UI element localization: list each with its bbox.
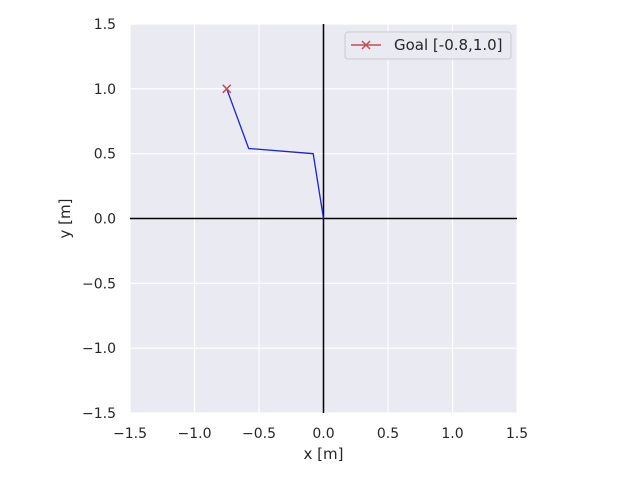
x-tick-label: 1.0 — [441, 426, 463, 442]
x-tick-label: 0.5 — [377, 426, 399, 442]
y-tick-labels: −1.5 −1.0 −0.5 0.0 0.5 1.0 1.5 — [82, 17, 116, 422]
arm-links-line — [226, 88, 325, 219]
x-tick-label: 1.5 — [506, 426, 528, 442]
y-tick-label: 1.0 — [94, 82, 116, 98]
x-tick-labels: −1.5 −1.0 −0.5 0.0 0.5 1.0 1.5 — [113, 426, 528, 442]
y-tick-label: −0.5 — [82, 276, 116, 292]
goal-x-marker — [222, 84, 232, 94]
x-tick-label: −0.5 — [242, 426, 276, 442]
x-axis-label: x [m] — [304, 445, 344, 463]
x-tick-label: −1.5 — [113, 426, 147, 442]
x-tick-label: 0.0 — [312, 426, 334, 442]
y-tick-label: −1.0 — [82, 341, 116, 357]
y-tick-label: 0.5 — [94, 147, 116, 163]
legend: Goal [-0.8,1.0] — [344, 31, 512, 60]
legend-goal-x-marker-icon — [361, 40, 371, 50]
legend-goal-label: Goal [-0.8,1.0] — [394, 36, 503, 54]
legend-box — [344, 31, 512, 60]
series-layer — [222, 84, 325, 219]
y-tick-label: 1.5 — [94, 17, 116, 33]
x-tick-label: −1.0 — [178, 426, 212, 442]
y-axis-label: y [m] — [56, 199, 74, 239]
y-tick-label: 0.0 — [94, 212, 116, 228]
y-tick-label: −1.5 — [82, 406, 116, 422]
